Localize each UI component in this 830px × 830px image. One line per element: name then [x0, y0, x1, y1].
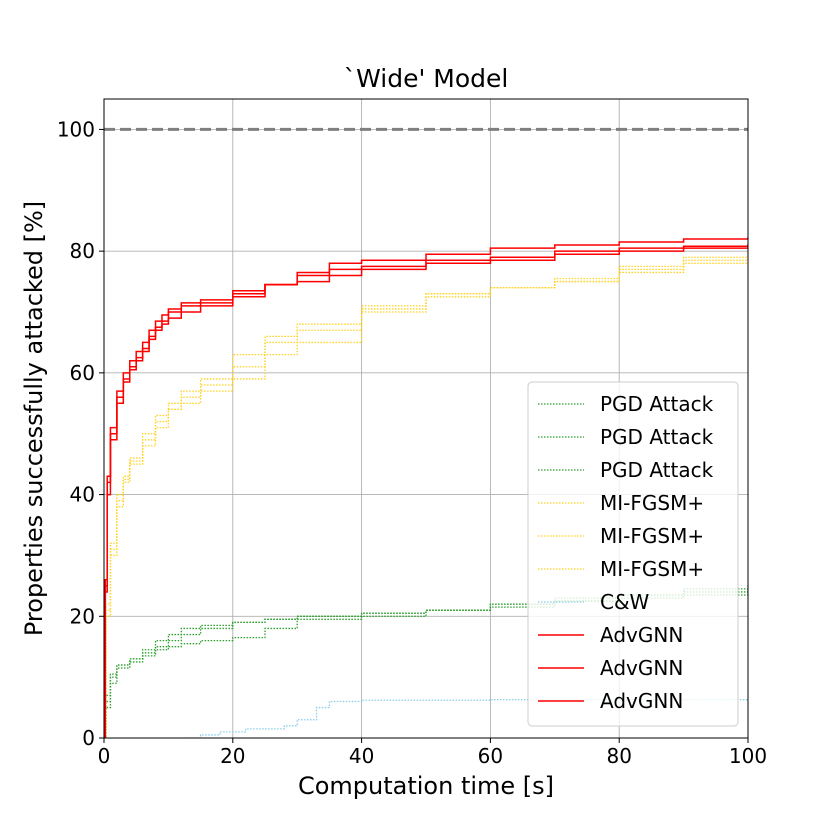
x-tick-label: 100	[729, 744, 767, 768]
legend-label: MI-FGSM+	[600, 557, 704, 581]
legend-label: PGD Attack	[600, 392, 714, 416]
legend-label: PGD Attack	[600, 425, 714, 449]
legend-label: AdvGNN	[600, 689, 683, 713]
y-tick-label: 20	[70, 604, 95, 628]
legend-label: PGD Attack	[600, 458, 714, 482]
ticks: 0 20 40 60 80 100 0 20 40 60 80 100	[57, 117, 767, 768]
x-tick-label: 60	[478, 744, 503, 768]
y-tick-label: 100	[57, 117, 95, 141]
legend-label: MI-FGSM+	[600, 491, 704, 515]
legend-label: AdvGNN	[600, 656, 683, 680]
x-tick-label: 40	[349, 744, 374, 768]
series-line-c-w-7	[181, 699, 748, 738]
legend-label: MI-FGSM+	[600, 524, 704, 548]
series-line-mi-fgsm-6	[104, 251, 748, 738]
y-axis-label: Properties successfully attacked [%]	[20, 201, 48, 636]
legend-box	[527, 381, 739, 727]
x-tick-label: 20	[220, 744, 245, 768]
y-tick-label: 60	[70, 361, 95, 385]
x-tick-label: 0	[98, 744, 111, 768]
x-axis-label: Computation time [s]	[298, 772, 554, 800]
y-tick-label: 40	[70, 483, 95, 507]
chart-title: `Wide' Model	[344, 64, 509, 93]
legend-label: C&W	[600, 590, 650, 614]
series-line-pgd-attack-2	[104, 591, 748, 738]
x-tick-label: 80	[606, 744, 631, 768]
legend-label: AdvGNN	[600, 623, 683, 647]
legend: PGD Attack PGD Attack PGD Attack MI-FGSM+ MI…	[527, 381, 739, 727]
y-tick-label: 80	[70, 239, 95, 263]
y-tick-label: 0	[82, 726, 95, 750]
series-line-advgnn-10	[104, 237, 748, 738]
series-line-advgnn-9	[104, 243, 748, 738]
series-group	[104, 237, 748, 738]
plot-frame	[103, 98, 749, 739]
